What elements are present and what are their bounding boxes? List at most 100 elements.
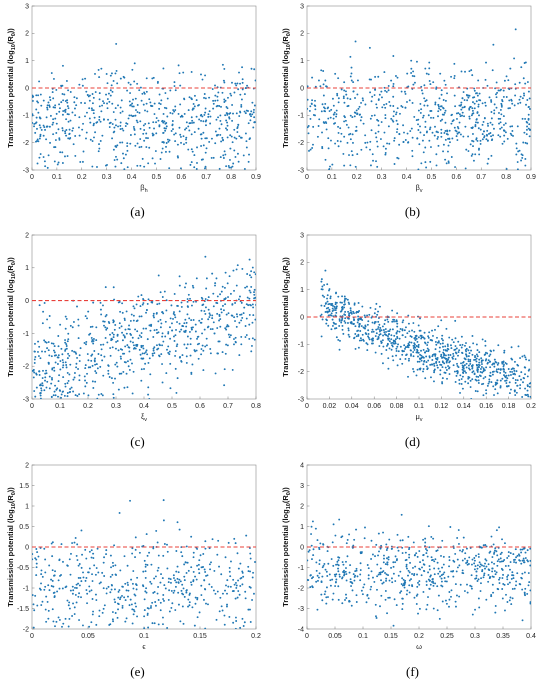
scatter-point — [73, 350, 76, 353]
scatter-point — [39, 394, 42, 397]
scatter-point — [392, 82, 395, 85]
scatter-point — [346, 97, 349, 100]
scatter-point — [47, 617, 50, 620]
scatter-point — [505, 385, 508, 388]
scatter-point — [396, 322, 399, 325]
scatter-point — [464, 70, 466, 73]
scatter-point — [242, 625, 245, 627]
scatter-point — [51, 579, 54, 582]
scatter-point — [488, 374, 491, 377]
scatter-point — [496, 91, 499, 94]
scatter-point — [434, 348, 437, 351]
scatter-point — [491, 123, 494, 126]
scatter-point — [479, 128, 482, 131]
scatter-point — [92, 552, 95, 555]
scatter-point — [58, 374, 61, 377]
scatter-point — [137, 295, 140, 298]
scatter-point — [489, 353, 492, 356]
scatter-point — [413, 75, 416, 78]
scatter-point — [171, 602, 174, 605]
scatter-point — [243, 306, 246, 309]
scatter-point — [515, 153, 518, 156]
scatter-point — [431, 131, 434, 134]
scatter-point — [38, 345, 41, 348]
scatter-point — [407, 322, 410, 325]
scatter-point — [470, 154, 473, 157]
scatter-point — [423, 360, 425, 363]
scatter-point — [444, 354, 447, 357]
scatter-point — [96, 547, 99, 550]
scatter-point — [441, 539, 444, 542]
scatter-point — [85, 131, 88, 134]
scatter-point — [381, 325, 384, 328]
scatter-point — [236, 152, 239, 155]
scatter-point — [93, 136, 95, 139]
scatter-point — [130, 603, 133, 606]
scatter-point — [68, 607, 71, 610]
scatter-point — [441, 356, 443, 359]
scatter-point — [370, 114, 373, 117]
scatter-point — [464, 557, 466, 560]
scatter-point — [329, 116, 332, 119]
scatter-point — [46, 104, 49, 107]
scatter-point — [241, 316, 244, 319]
scatter-point — [119, 128, 122, 130]
scatter-point — [84, 379, 86, 382]
scatter-point — [403, 90, 406, 93]
scatter-point — [361, 593, 364, 596]
scatter-point — [77, 576, 80, 579]
scatter-point — [510, 374, 512, 376]
scatter-point — [57, 354, 60, 357]
scatter-point — [186, 298, 189, 300]
scatter-point — [395, 119, 398, 122]
scatter-point — [50, 342, 53, 345]
scatter-point — [493, 394, 495, 396]
scatter-point — [392, 359, 395, 362]
scatter-point — [166, 348, 168, 351]
scatter-point — [190, 71, 193, 73]
scatter-point — [392, 85, 395, 88]
scatter-point — [464, 125, 467, 128]
scatter-point — [426, 368, 429, 371]
scatter-point — [239, 562, 242, 565]
scatter-point — [341, 561, 344, 563]
scatter-point — [514, 28, 517, 31]
scatter-point — [107, 92, 110, 95]
scatter-point — [127, 117, 130, 120]
scatter-point — [401, 608, 404, 611]
scatter-point — [61, 93, 64, 95]
x-tick-label: 0.4 — [526, 633, 536, 640]
scatter-point — [379, 605, 381, 608]
y-tick-label: 0.5 — [19, 524, 29, 531]
scatter-point — [221, 351, 224, 354]
scatter-point — [153, 346, 156, 349]
scatter-point — [402, 124, 405, 127]
scatter-point — [98, 118, 101, 121]
scatter-point — [115, 361, 118, 364]
scatter-point — [61, 625, 63, 628]
scatter-point — [410, 578, 412, 581]
scatter-point — [188, 96, 191, 99]
scatter-point — [478, 92, 481, 95]
scatter-point — [455, 570, 458, 573]
scatter-point — [202, 349, 205, 352]
scatter-point — [424, 548, 427, 550]
scatter-point — [92, 557, 95, 559]
scatter-point — [107, 585, 110, 588]
scatter-point — [105, 549, 108, 552]
scatter-point — [140, 332, 143, 334]
scatter-point — [247, 304, 250, 307]
scatter-point — [467, 96, 470, 99]
scatter-point — [403, 344, 406, 347]
scatter-point — [131, 582, 134, 585]
scatter-point — [475, 375, 478, 378]
scatter-point — [218, 127, 221, 130]
scatter-point — [58, 587, 61, 590]
scatter-point — [428, 61, 431, 64]
scatter-point — [142, 124, 145, 127]
scatter-point — [385, 579, 387, 582]
scatter-point — [441, 366, 444, 369]
scatter-point — [475, 360, 478, 363]
scatter-point — [62, 376, 65, 379]
scatter-point — [233, 91, 236, 94]
